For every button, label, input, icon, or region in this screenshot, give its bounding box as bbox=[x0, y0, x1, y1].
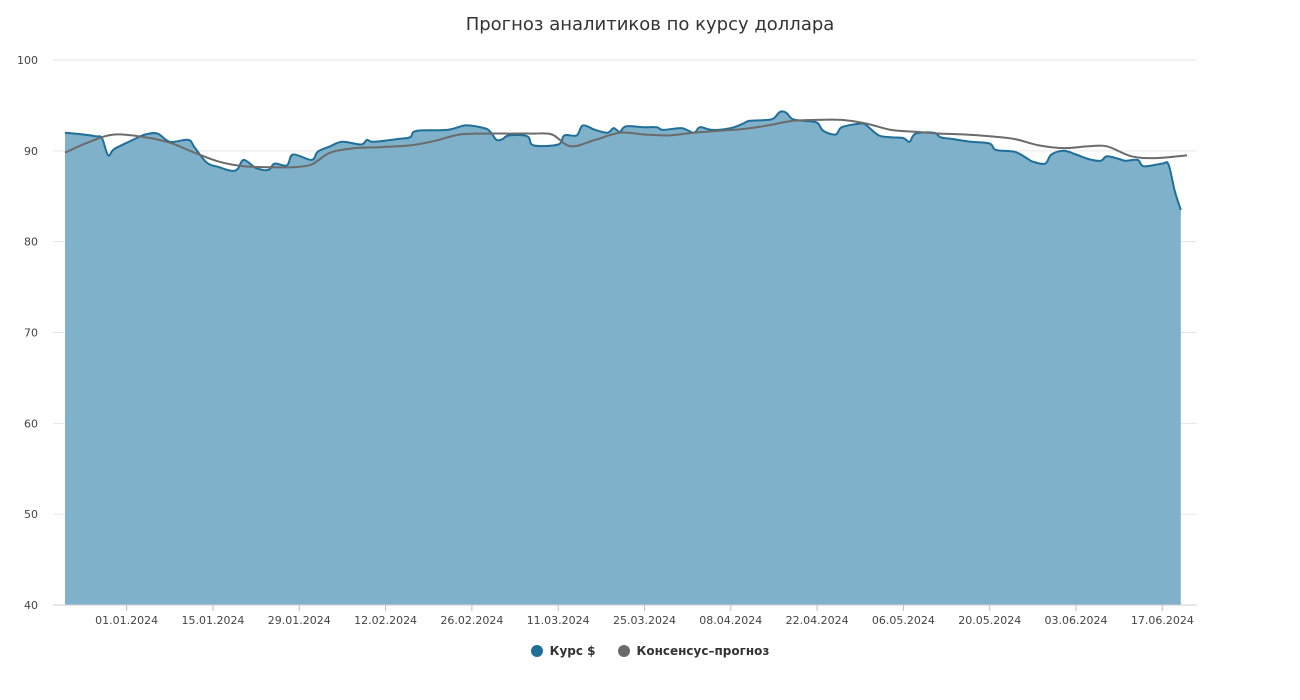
x-tick-label: 26.02.2024 bbox=[440, 614, 503, 627]
y-axis: 40 50 60 70 80 90 100 bbox=[17, 54, 38, 612]
x-tick-label: 15.01.2024 bbox=[181, 614, 244, 627]
x-tick-label: 29.01.2024 bbox=[268, 614, 331, 627]
x-tick-label: 03.06.2024 bbox=[1045, 614, 1108, 627]
legend-item-consensus[interactable]: Консенсус–прогноз bbox=[617, 644, 770, 658]
x-tick-label: 17.06.2024 bbox=[1131, 614, 1194, 627]
x-tick-label: 12.02.2024 bbox=[354, 614, 417, 627]
legend-label-rate: Курс $ bbox=[549, 644, 596, 658]
series-line-rate bbox=[64, 110, 1182, 211]
chart-legend: Курс $ Консенсус–прогноз bbox=[0, 644, 1300, 658]
x-tick-label: 22.04.2024 bbox=[786, 614, 849, 627]
x-tick-label: 06.05.2024 bbox=[872, 614, 935, 627]
y-tick-label: 40 bbox=[24, 599, 38, 612]
y-tick-label: 70 bbox=[24, 327, 38, 340]
x-tick-label: 08.04.2024 bbox=[699, 614, 762, 627]
legend-label-consensus: Консенсус–прогноз bbox=[636, 644, 770, 658]
x-tick-label: 01.01.2024 bbox=[95, 614, 158, 627]
y-tick-label: 100 bbox=[17, 54, 38, 67]
series-area-rate bbox=[65, 111, 1181, 605]
chart-title: Прогноз аналитиков по курсу доллара bbox=[465, 14, 835, 35]
y-tick-label: 90 bbox=[24, 145, 38, 158]
x-tick-label: 25.03.2024 bbox=[613, 614, 676, 627]
y-tick-label: 60 bbox=[24, 417, 38, 430]
series-layer bbox=[64, 110, 1188, 605]
x-axis: 01.01.2024 15.01.2024 29.01.2024 12.02.2024… bbox=[53, 604, 1197, 627]
series-line-consensus bbox=[64, 118, 1188, 169]
legend-marker-consensus bbox=[617, 645, 630, 657]
legend-item-rate[interactable]: Курс $ bbox=[530, 644, 596, 658]
legend-marker-rate bbox=[530, 645, 543, 657]
y-tick-label: 50 bbox=[24, 508, 38, 521]
x-tick-label: 11.03.2024 bbox=[527, 614, 590, 627]
x-tick-label: 20.05.2024 bbox=[958, 614, 1021, 627]
y-tick-label: 80 bbox=[24, 236, 38, 249]
